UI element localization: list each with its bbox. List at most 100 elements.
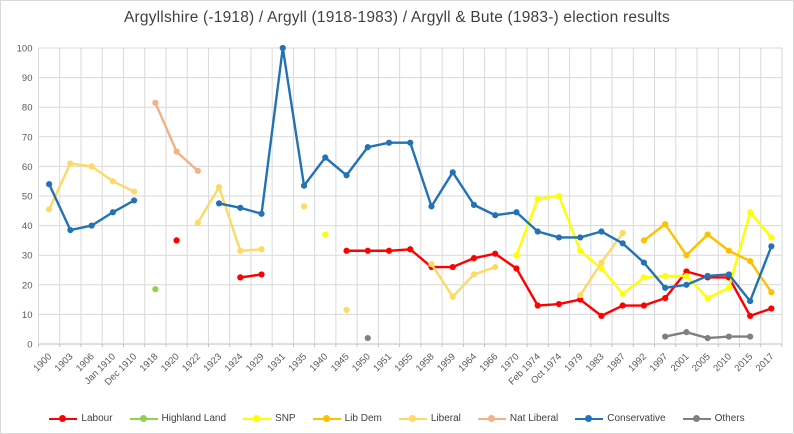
legend-label-lib-dem: Lib Dem (344, 413, 382, 424)
data-point-conservative (513, 209, 520, 216)
x-axis-label: 1940 (308, 351, 331, 374)
data-point-liberal (619, 229, 626, 237)
x-axis-label: 1964 (456, 351, 479, 374)
legend-label-snp: SNP (275, 413, 296, 424)
legend-label-nat-liberal: Nat Liberal (509, 413, 559, 424)
x-axis-label: 1983 (584, 351, 607, 374)
x-axis-label: 1987 (605, 351, 628, 374)
legend-marker-lib-dem-icon (312, 415, 341, 422)
data-point-liberal (258, 246, 265, 253)
data-point-labour (619, 302, 626, 309)
y-axis-label: 100 (17, 44, 33, 55)
data-point-conservative (704, 272, 711, 280)
data-point-others (364, 334, 371, 342)
data-point-liberal (492, 263, 499, 271)
data-point-lib-dem (704, 231, 711, 238)
y-axis-label: 60 (22, 162, 33, 173)
series-liberal (46, 160, 626, 314)
data-point-lib-dem (725, 247, 732, 254)
y-axis-label: 30 (22, 251, 33, 262)
y-axis-label: 70 (22, 132, 33, 143)
data-point-conservative (237, 204, 244, 211)
data-point-others (662, 333, 669, 340)
series-snp (322, 192, 775, 302)
data-point-labour (258, 271, 265, 278)
series-nat-liberal (152, 99, 201, 174)
data-point-conservative (46, 181, 53, 188)
data-point-conservative (640, 259, 648, 266)
x-axis-label: 1920 (159, 351, 182, 374)
data-point-labour (534, 302, 541, 309)
legend-item-others: Others (682, 413, 745, 424)
series-others (364, 329, 754, 342)
data-point-conservative (619, 240, 626, 247)
data-point-labour (407, 246, 414, 253)
data-point-conservative (322, 154, 329, 161)
legend-item-lib-dem: Lib Dem (312, 413, 382, 424)
data-point-labour (598, 312, 605, 319)
x-axis-label: 1922 (180, 351, 203, 374)
data-point-liberal (470, 271, 478, 278)
data-point-labour (470, 255, 478, 262)
legend-label-labour: Labour (81, 413, 113, 424)
x-axis-label: 1958 (414, 351, 437, 374)
legend-label-others: Others (714, 413, 745, 424)
x-axis-label: 2015 (733, 351, 756, 374)
data-point-highland-land (152, 286, 159, 293)
x-axis-label: 1997 (648, 351, 671, 374)
x-axis-label: 1903 (53, 351, 76, 374)
data-point-liberal (428, 260, 435, 268)
line-labour (239, 273, 263, 279)
x-axis-label: 1979 (563, 351, 586, 374)
legend-marker-snp-icon (243, 415, 272, 422)
data-point-snp (555, 192, 563, 200)
data-point-labour (343, 247, 350, 254)
data-point-snp (513, 252, 520, 259)
data-point-liberal (215, 184, 223, 191)
line-liberal (196, 185, 263, 252)
y-axis-label: 50 (22, 192, 33, 203)
data-point-conservative (577, 234, 584, 241)
data-point-snp (577, 247, 584, 254)
data-point-labour (492, 250, 499, 257)
data-point-snp (322, 231, 329, 238)
data-point-others (683, 329, 690, 336)
legend-item-snp: SNP (243, 413, 296, 424)
data-point-lib-dem (683, 252, 690, 259)
chart-legend: Labour Highland Land SNP Lib Dem Liberal Nat … (1, 413, 793, 424)
data-point-lib-dem (768, 289, 775, 296)
y-axis-label: 10 (22, 310, 33, 321)
data-point-conservative (662, 284, 669, 291)
data-point-labour (662, 295, 669, 302)
data-point-liberal (194, 219, 201, 226)
data-point-liberal (46, 206, 53, 213)
data-point-conservative (598, 228, 605, 235)
x-axis-label: 1951 (371, 351, 394, 374)
x-axis-label: 2017 (754, 351, 777, 374)
y-axis-label: 90 (22, 73, 33, 84)
data-point-snp (683, 272, 690, 280)
data-point-conservative (300, 182, 308, 189)
x-axis-label: 2010 (711, 351, 734, 374)
data-point-conservative (130, 197, 138, 204)
data-point-labour (640, 302, 648, 309)
data-point-nat-liberal (173, 148, 180, 155)
data-point-labour (385, 247, 393, 254)
data-point-others (747, 333, 754, 340)
x-axis-label: 1924 (223, 351, 246, 374)
legend-marker-conservative-icon (575, 415, 604, 422)
y-axis-label: 40 (22, 221, 33, 232)
data-point-conservative (747, 297, 754, 305)
legend-item-nat-liberal: Nat Liberal (477, 413, 559, 424)
data-point-liberal (598, 259, 605, 266)
legend-marker-others-icon (682, 415, 711, 422)
data-point-snp (534, 195, 541, 203)
data-point-snp (725, 284, 732, 291)
x-axis-label: 1931 (265, 351, 288, 374)
data-point-liberal (67, 160, 74, 167)
legend-label-highland-land: Highland Land (161, 413, 227, 424)
series-lib-dem (640, 221, 775, 296)
data-point-labour (449, 263, 456, 271)
data-point-liberal (88, 163, 95, 170)
